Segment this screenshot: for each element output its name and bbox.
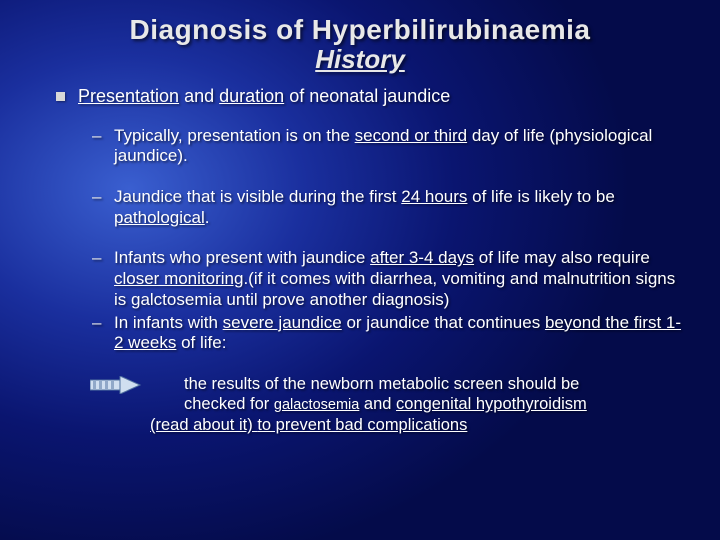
text: of neonatal jaundice — [284, 86, 450, 106]
sub-bullet: In infants with severe jaundice or jaund… — [114, 313, 682, 354]
link-galactosemia[interactable]: galactosemia — [274, 397, 359, 413]
text: of life may also require — [474, 248, 650, 267]
text: of life is likely to be — [467, 187, 614, 206]
text-underline: after 3-4 days — [370, 248, 474, 267]
slide-title: Diagnosis of Hyperbilirubinaemia — [30, 14, 690, 46]
text: Jaundice that is visible during the firs… — [114, 187, 401, 206]
text-underline: pathological — [114, 208, 205, 227]
text-underline: severe jaundice — [223, 313, 342, 332]
main-bullet: Presentation and duration of neonatal ja… — [78, 85, 682, 108]
content-area: Presentation and duration of neonatal ja… — [30, 85, 690, 435]
text: . — [205, 208, 210, 227]
text-underline: (read about it) — [150, 416, 257, 434]
text: Infants who present with jaundice — [114, 248, 370, 267]
text-underline: 24 hours — [401, 187, 467, 206]
text: Typically, presentation is on the — [114, 126, 355, 145]
text-underline: to prevent bad complications — [257, 416, 467, 434]
text: the results of the newborn metabolic scr… — [184, 375, 579, 393]
text: and — [359, 395, 396, 413]
slide-subtitle: History — [30, 44, 690, 75]
text: or jaundice that continues — [342, 313, 545, 332]
text: In infants with — [114, 313, 223, 332]
text: checked for — [184, 395, 274, 413]
text-underline: Presentation — [78, 86, 179, 106]
arrow-conclusion: the results of the newborn metabolic scr… — [114, 374, 682, 435]
text-underline: duration — [219, 86, 284, 106]
sub-bullet: Jaundice that is visible during the firs… — [114, 187, 682, 228]
slide: Diagnosis of Hyperbilirubinaemia History… — [0, 0, 720, 540]
text: of life: — [176, 333, 226, 352]
sub-bullet-list: Typically, presentation is on the second… — [78, 126, 682, 436]
sub-bullet: Typically, presentation is on the second… — [114, 126, 682, 167]
text-underline: closer monitoring — [114, 269, 243, 288]
text-underline: second or third — [355, 126, 467, 145]
arrow-right-icon — [90, 376, 142, 394]
text: and — [179, 86, 219, 106]
sub-bullet: Infants who present with jaundice after … — [114, 248, 682, 310]
link-hypothyroidism[interactable]: congenital hypothyroidism — [396, 395, 587, 413]
